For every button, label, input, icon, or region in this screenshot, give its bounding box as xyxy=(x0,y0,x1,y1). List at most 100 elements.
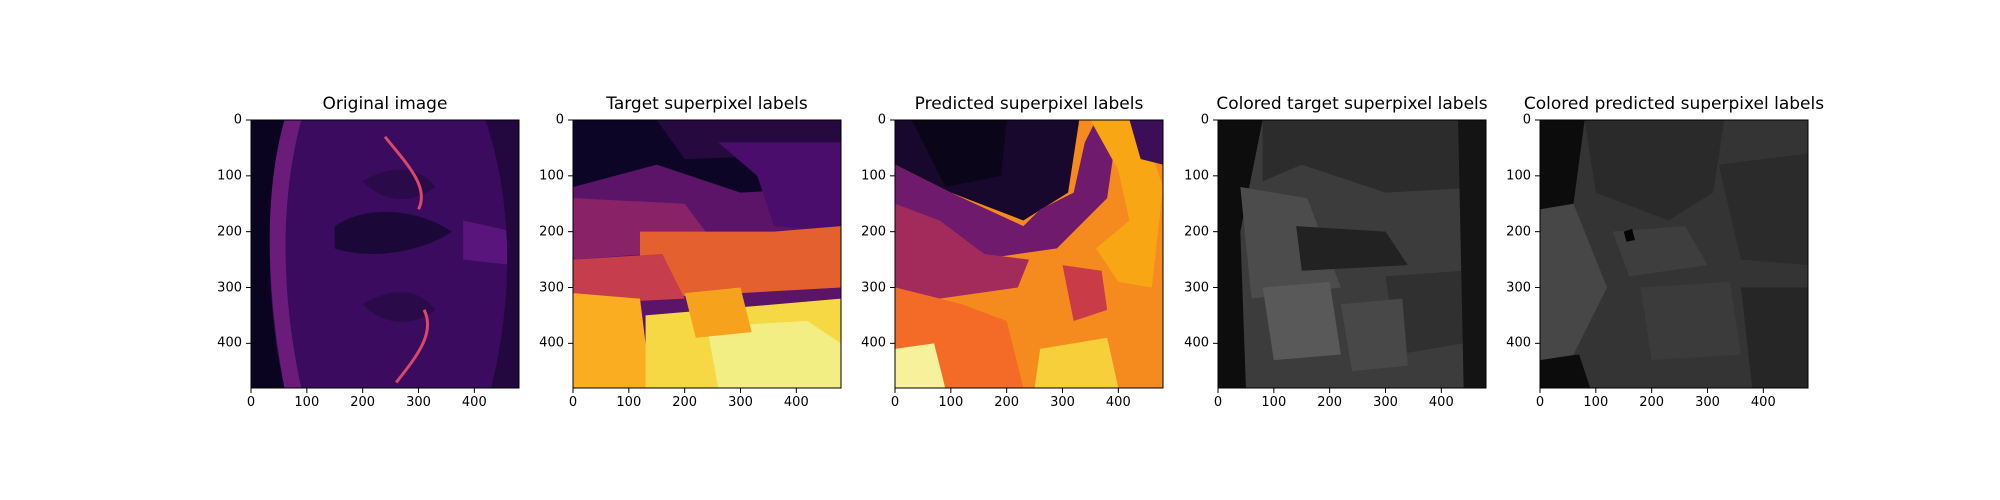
image-region xyxy=(1540,203,1607,361)
image-region xyxy=(1129,120,1163,165)
x-tick-label: 0 xyxy=(568,395,578,410)
x-tick-label: 200 xyxy=(672,395,698,410)
y-tick-label: 300 xyxy=(217,280,242,295)
image-region xyxy=(1623,228,1635,242)
x-tick-label: 100 xyxy=(1583,395,1609,410)
panel-title: Colored target superpixel labels xyxy=(1216,94,1488,114)
x-tick-label: 100 xyxy=(1261,395,1287,410)
y-tick-label: 300 xyxy=(1184,280,1209,295)
x-tick-label: 200 xyxy=(994,395,1020,410)
x-tick-label: 100 xyxy=(294,395,320,410)
image-region xyxy=(684,287,752,338)
y-tick-label: 300 xyxy=(1506,280,1531,295)
x-tick-label: 400 xyxy=(1105,395,1131,410)
image-region xyxy=(334,211,452,254)
x-tick-label: 100 xyxy=(938,395,964,410)
x-tick-label: 300 xyxy=(728,395,753,410)
panel-image xyxy=(1213,119,1487,393)
y-tick-label: 300 xyxy=(539,280,564,295)
axes-frame xyxy=(572,119,842,389)
image-region xyxy=(362,292,436,322)
x-tick-label: 400 xyxy=(1428,395,1454,410)
y-tick-label: 200 xyxy=(1184,224,1209,240)
y-tick-label: 200 xyxy=(861,224,886,240)
x-tick-label: 0 xyxy=(1535,395,1545,410)
x-tick-label: 0 xyxy=(890,395,900,410)
y-tick-label: 100 xyxy=(1506,168,1531,184)
image-region xyxy=(1458,120,1486,388)
x-tick-label: 400 xyxy=(783,395,809,410)
image-region xyxy=(362,169,436,199)
y-tick-label: 100 xyxy=(861,168,886,184)
x-tick-label: 0 xyxy=(1213,395,1223,410)
image-region xyxy=(1640,281,1741,361)
axes-frame xyxy=(250,119,520,389)
x-tick-label: 100 xyxy=(616,395,642,410)
image-region xyxy=(1034,337,1119,388)
y-tick-label: 0 xyxy=(233,112,242,128)
y-tick-label: 100 xyxy=(217,168,242,184)
image-region xyxy=(463,220,514,266)
panel-title: Colored predicted superpixel labels xyxy=(1523,94,1825,114)
image-region xyxy=(718,142,841,232)
panel-title: Predicted superpixel labels xyxy=(914,94,1144,114)
y-tick-label: 400 xyxy=(1184,335,1209,351)
y-tick-label: 0 xyxy=(877,112,886,128)
y-tick-label: 400 xyxy=(1506,335,1531,351)
image-region xyxy=(269,120,302,388)
panel-image xyxy=(890,119,1164,393)
x-tick-label: 300 xyxy=(406,395,431,410)
image-region xyxy=(1718,153,1808,266)
image-region xyxy=(573,293,652,388)
x-tick-label: 300 xyxy=(1373,395,1398,410)
image-region xyxy=(1540,354,1591,388)
image-region xyxy=(911,120,1007,187)
image-region xyxy=(640,226,841,299)
image-region xyxy=(1741,287,1808,388)
x-tick-label: 0 xyxy=(246,395,256,410)
image-region xyxy=(573,254,685,305)
y-tick-label: 0 xyxy=(1522,112,1531,128)
panel-title: Original image xyxy=(322,94,448,114)
image-region xyxy=(1240,187,1341,299)
image-region xyxy=(394,309,430,384)
image-region xyxy=(1262,281,1341,361)
x-tick-label: 300 xyxy=(1695,395,1720,410)
y-tick-label: 100 xyxy=(1184,168,1209,184)
image-region xyxy=(383,135,423,210)
y-tick-label: 300 xyxy=(861,280,886,295)
y-tick-label: 400 xyxy=(217,335,242,351)
image-region xyxy=(1296,226,1408,271)
panel-title: Target superpixel labels xyxy=(606,94,808,114)
axes-frame xyxy=(1539,119,1809,389)
panel-image xyxy=(1535,119,1809,393)
x-tick-label: 300 xyxy=(1050,395,1075,410)
axes-frame xyxy=(1217,119,1487,389)
axes-frame xyxy=(894,119,1164,389)
image-region xyxy=(1540,120,1585,210)
image-region xyxy=(1262,120,1486,193)
image-region xyxy=(1218,120,1263,388)
panel-image xyxy=(568,119,842,393)
image-region xyxy=(1584,120,1725,221)
y-tick-label: 400 xyxy=(539,335,564,351)
y-tick-label: 100 xyxy=(539,168,564,184)
x-tick-label: 200 xyxy=(1639,395,1665,410)
image-region xyxy=(1612,226,1708,277)
image-region xyxy=(895,203,1029,299)
y-tick-label: 200 xyxy=(1506,224,1531,240)
y-tick-label: 200 xyxy=(217,224,242,240)
image-region xyxy=(1062,265,1108,321)
panel-image xyxy=(246,119,520,393)
x-tick-label: 400 xyxy=(461,395,487,410)
image-region xyxy=(1090,120,1163,288)
image-region xyxy=(485,120,519,388)
y-tick-label: 400 xyxy=(861,335,886,351)
image-region xyxy=(1340,298,1408,372)
image-region xyxy=(251,120,285,388)
y-tick-label: 200 xyxy=(539,224,564,240)
x-tick-label: 200 xyxy=(1317,395,1343,410)
y-tick-label: 0 xyxy=(555,112,564,128)
image-region xyxy=(707,321,841,388)
y-tick-label: 0 xyxy=(1200,112,1209,128)
